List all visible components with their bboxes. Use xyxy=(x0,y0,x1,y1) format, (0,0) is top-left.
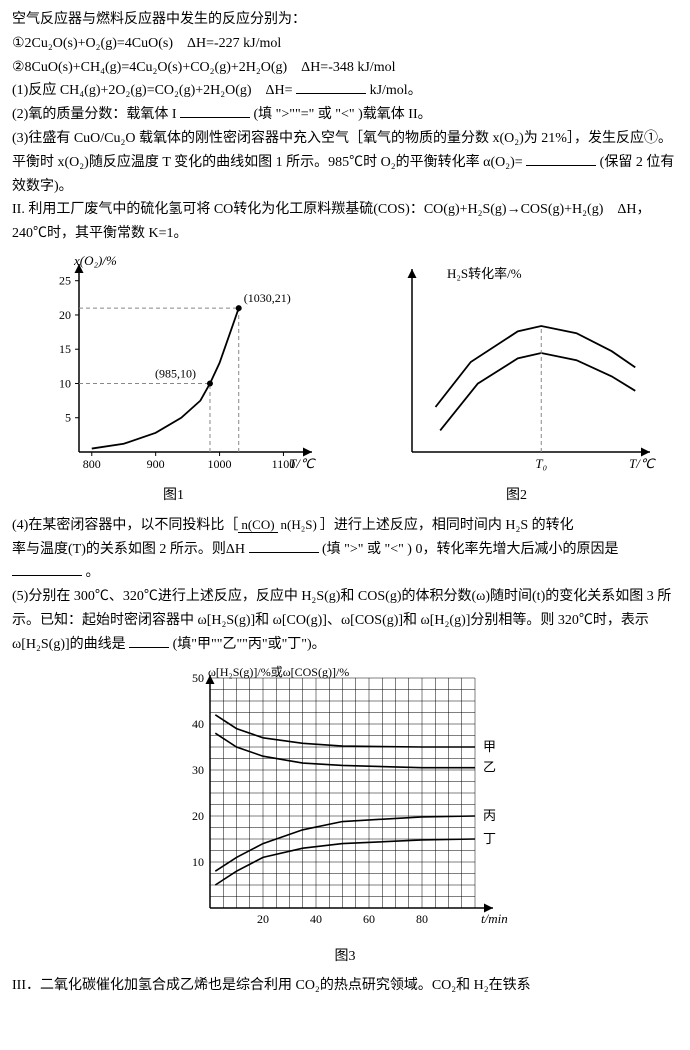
q4-b: ］进行上述反应，相同时间内 H₂S 的转化 xyxy=(320,518,574,533)
svg-text:t/min: t/min xyxy=(481,911,508,926)
part-II: II. 利用工厂废气中的硫化氢可将 CO转化为化工原料羰基硫(COS)：CO(g… xyxy=(12,198,678,246)
svg-text:900: 900 xyxy=(146,457,164,471)
svg-text:T/℃: T/℃ xyxy=(629,456,656,471)
blank-q3[interactable] xyxy=(526,151,596,166)
question-4-cont: 率与温度(T)的关系如图 2 所示。则ΔH (填 ">" 或 "<" ) 0，转… xyxy=(12,538,678,586)
q1-text: (1)反应 CH₄(g)+2O₂(g)=CO₂(g)+2H₂O(g) ΔH= xyxy=(12,83,293,98)
question-2: (2)氧的质量分数：载氧体 I (填 ">""=" 或 "<" )载氧体 II。 xyxy=(12,103,678,127)
svg-text:10: 10 xyxy=(192,855,204,869)
intro-line: 空气反应器与燃料反应器中发生的反应分别为： xyxy=(12,8,678,32)
svg-text:20: 20 xyxy=(257,912,269,926)
q5-b: (填"甲""乙""丙"或"丁")。 xyxy=(173,637,326,652)
q4-e: 。 xyxy=(86,565,100,580)
svg-text:ω[H₂S(g)]/%或ω[COS(g)]/%: ω[H₂S(g)]/%或ω[COS(g)]/% xyxy=(208,665,349,679)
svg-text:甲: 甲 xyxy=(483,739,496,754)
blank-q1[interactable] xyxy=(296,79,366,94)
frac-den: n(H₂S) xyxy=(278,517,320,532)
svg-text:(985,10): (985,10) xyxy=(154,366,195,380)
q5-a: (5)分别在 300℃、320℃进行上述反应，反应中 H₂S(g)和 COS(g… xyxy=(12,589,671,652)
svg-text:50: 50 xyxy=(192,671,204,685)
svg-text:x(O₂)/%: x(O₂)/% xyxy=(73,253,117,268)
svg-text:丙: 丙 xyxy=(483,808,496,823)
fig1-caption: 图1 xyxy=(12,484,335,508)
q2-b: (填 ">""=" 或 "<" )载氧体 II。 xyxy=(254,107,432,122)
svg-text:30: 30 xyxy=(192,763,204,777)
svg-text:乙: 乙 xyxy=(483,759,496,774)
part-III: III．二氧化碳催化加氢合成乙烯也是综合利用 CO₂的热点研究领域。CO₂和 H… xyxy=(12,974,678,998)
q4-c: 率与温度(T)的关系如图 2 所示。则ΔH xyxy=(12,542,245,557)
svg-text:1000: 1000 xyxy=(207,457,231,471)
figure-1: 80090010001100510152025(985,10)(1030,21)… xyxy=(12,252,335,508)
q1-unit: kJ/mol。 xyxy=(370,83,422,98)
blank-q4a[interactable] xyxy=(249,538,319,553)
fig3-caption: 图3 xyxy=(12,945,678,969)
svg-text:15: 15 xyxy=(59,342,71,356)
question-4: (4)在某密闭容器中，以不同投料比［n(CO)n(H₂S)］进行上述反应，相同时… xyxy=(12,514,678,538)
equation-2: ②8CuO(s)+CH₄(g)=4Cu₂O(s)+CO₂(g)+2H₂O(g) … xyxy=(12,56,678,80)
svg-text:40: 40 xyxy=(310,912,322,926)
svg-text:800: 800 xyxy=(82,457,100,471)
svg-text:T₀: T₀ xyxy=(535,456,547,471)
svg-text:10: 10 xyxy=(59,376,71,390)
svg-text:60: 60 xyxy=(363,912,375,926)
question-5: (5)分别在 300℃、320℃进行上述反应，反应中 H₂S(g)和 COS(g… xyxy=(12,585,678,656)
svg-text:T/℃: T/℃ xyxy=(289,456,316,471)
svg-text:40: 40 xyxy=(192,717,204,731)
blank-q4b[interactable] xyxy=(12,561,82,576)
svg-text:H₂S转化率/%: H₂S转化率/% xyxy=(447,266,522,281)
blank-q5[interactable] xyxy=(129,633,169,648)
svg-text:25: 25 xyxy=(59,274,71,288)
question-1: (1)反应 CH₄(g)+2O₂(g)=CO₂(g)+2H₂O(g) ΔH= k… xyxy=(12,79,678,103)
svg-text:丁: 丁 xyxy=(483,831,496,846)
figure-row-1: 80090010001100510152025(985,10)(1030,21)… xyxy=(12,252,678,508)
q4-d: (填 ">" 或 "<" ) 0，转化率先增大后减小的原因是 xyxy=(322,542,618,557)
svg-text:(1030,21): (1030,21) xyxy=(243,291,290,305)
svg-text:20: 20 xyxy=(59,308,71,322)
equation-1: ①2Cu₂O(s)+O₂(g)=4CuO(s) ΔH=-227 kJ/mol xyxy=(12,32,678,56)
fig2-caption: 图2 xyxy=(355,484,678,508)
fraction: n(CO)n(H₂S) xyxy=(238,518,320,532)
blank-q2[interactable] xyxy=(180,103,250,118)
frac-num: n(CO) xyxy=(238,517,277,533)
q2-a: (2)氧的质量分数：载氧体 I xyxy=(12,107,177,122)
svg-text:20: 20 xyxy=(192,809,204,823)
svg-text:80: 80 xyxy=(416,912,428,926)
question-3: (3)往盛有 CuO/Cu₂O 载氧体的刚性密闭容器中充入空气［氧气的物质的量分… xyxy=(12,127,678,198)
figure-2: T₀ T/℃ H₂S转化率/% 图2 xyxy=(355,252,678,508)
q4-a: (4)在某密闭容器中，以不同投料比［ xyxy=(12,518,238,533)
figure-3: 20 40 60 80 10 20 30 40 50 甲乙丙丁 ω[H₂S(g)]/%或ω[COS(… xyxy=(12,663,678,969)
svg-text:5: 5 xyxy=(65,411,71,425)
